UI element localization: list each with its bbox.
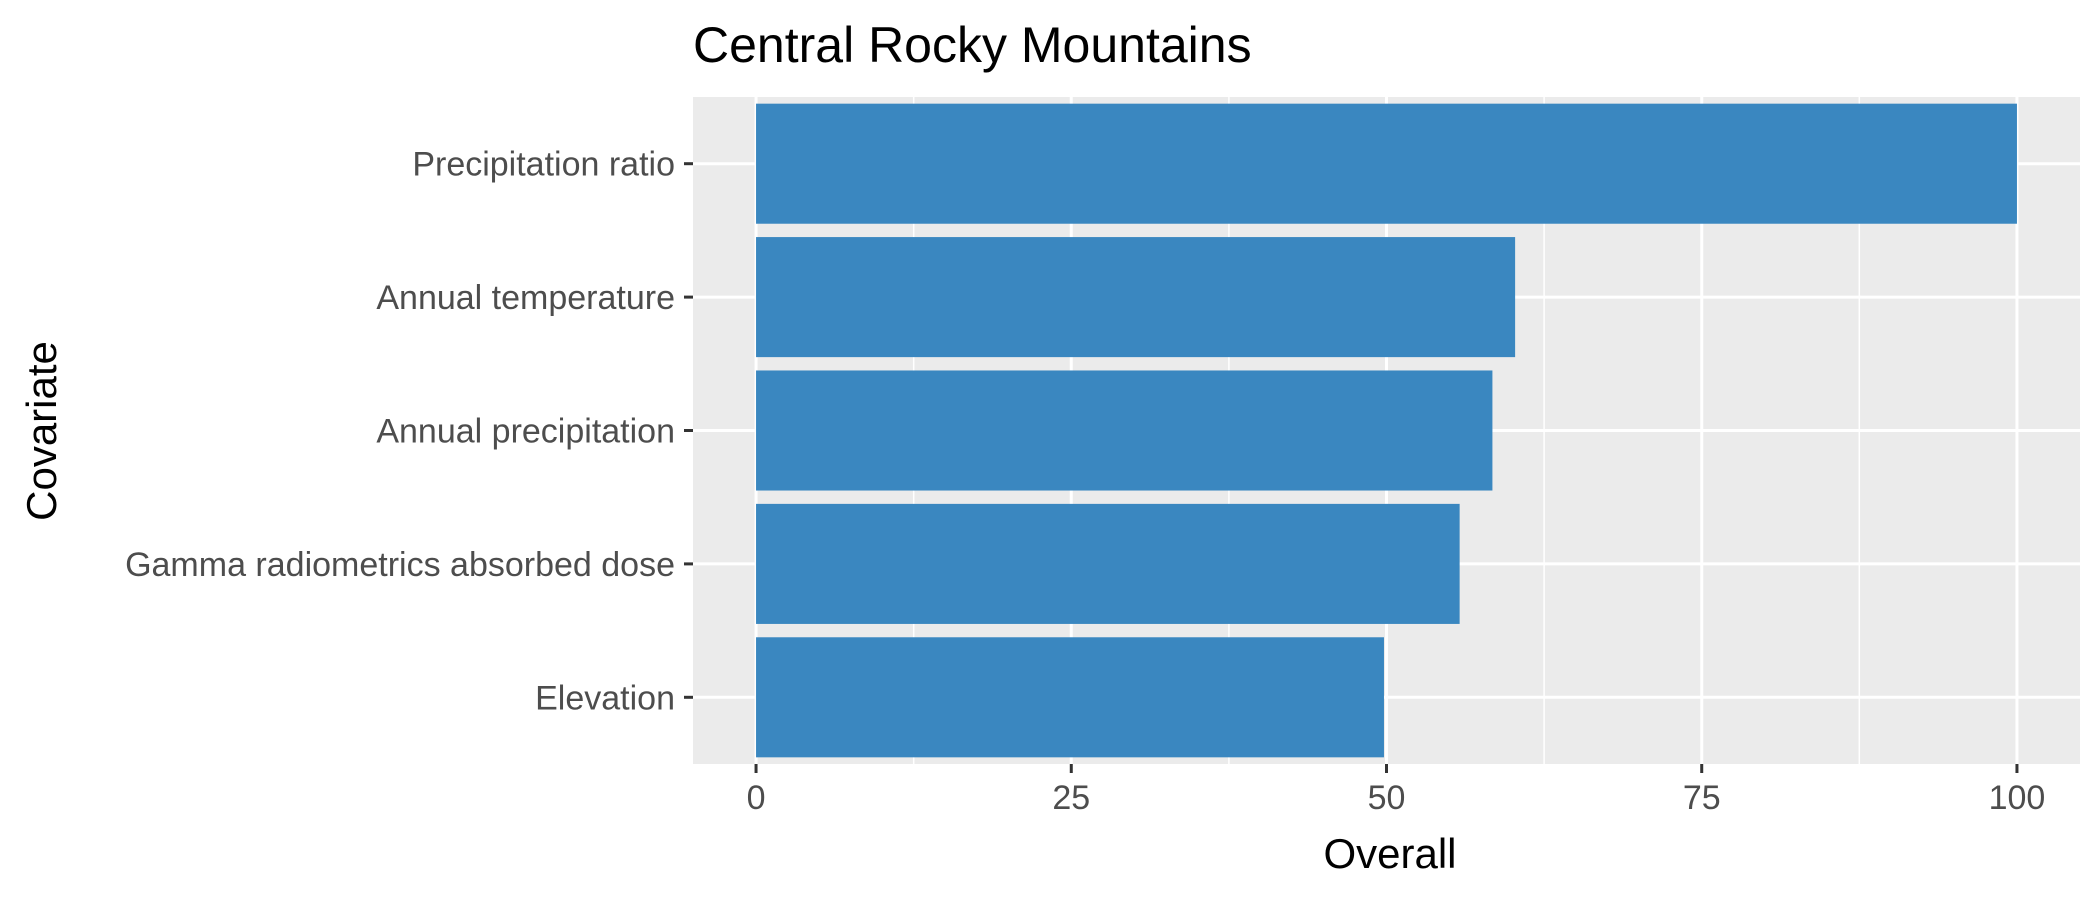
x-tick-label: 25 [1052, 779, 1090, 817]
bar [756, 103, 2017, 224]
y-tick-label: Gamma radiometrics absorbed dose [125, 546, 675, 584]
y-tick-label: Precipitation ratio [412, 146, 675, 184]
y-tick-label: Annual temperature [376, 279, 675, 317]
y-axis: Precipitation ratio Annual temperature Ann… [125, 146, 693, 717]
x-axis: 0 25 50 75 100 [747, 764, 2046, 817]
bars [756, 103, 2017, 758]
bar [756, 237, 1516, 358]
bar [756, 370, 1493, 491]
y-tick-label: Elevation [535, 679, 675, 717]
y-tick-label: Annual precipitation [376, 413, 675, 451]
x-tick-label: 75 [1683, 779, 1721, 817]
x-axis-title: Overall [1323, 830, 1456, 877]
bar [756, 503, 1460, 624]
chart-title: Central Rocky Mountains [693, 17, 1252, 73]
x-tick-label: 0 [747, 779, 766, 817]
y-axis-title: Covariate [18, 341, 65, 521]
bar [756, 637, 1384, 758]
x-tick-label: 100 [1989, 779, 2046, 817]
x-tick-label: 50 [1368, 779, 1406, 817]
